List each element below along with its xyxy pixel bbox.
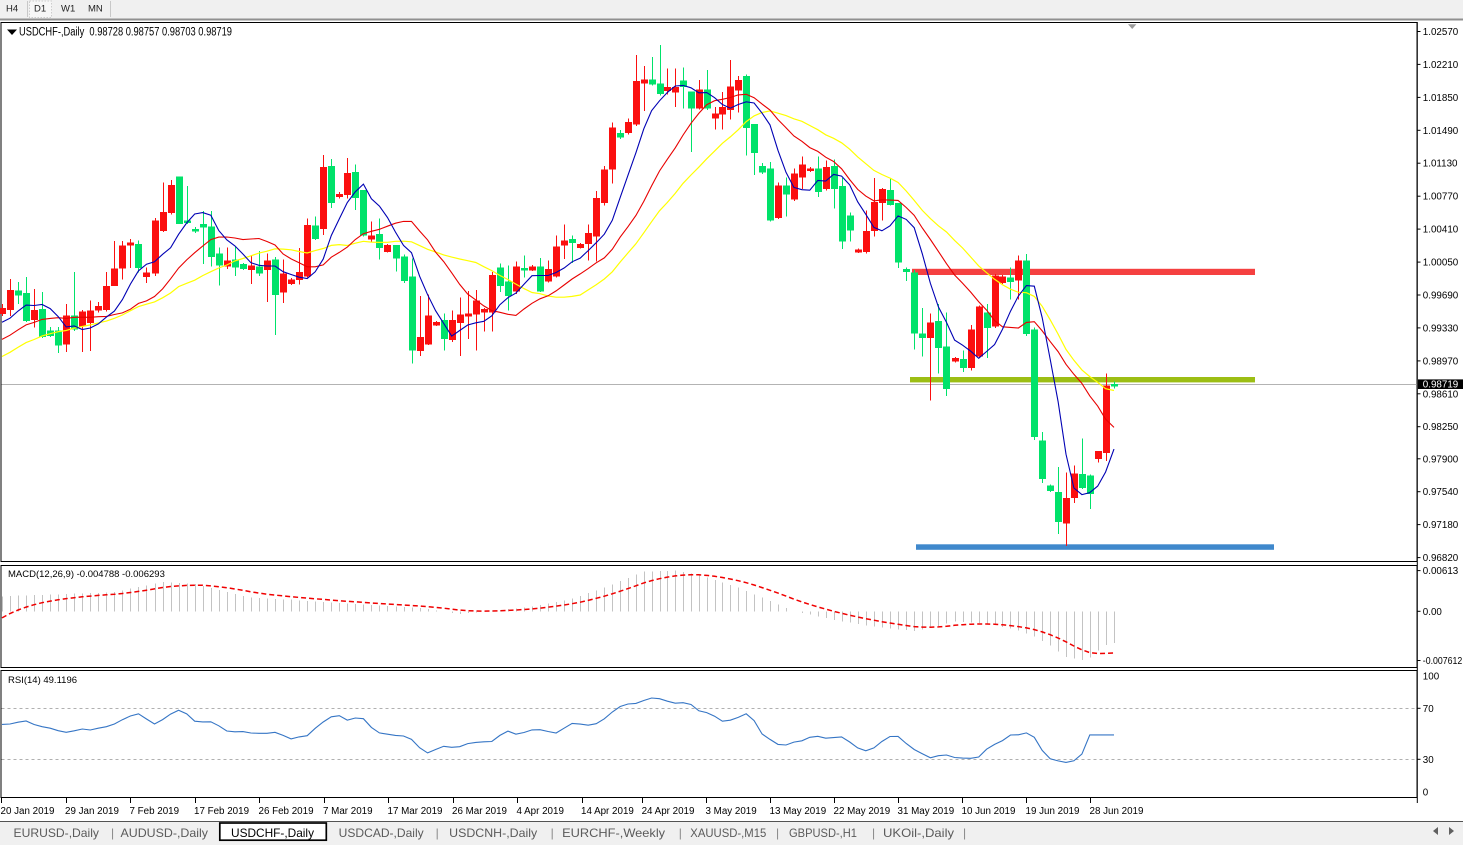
svg-text:0.97540: 0.97540 xyxy=(1423,487,1459,498)
svg-text:MN: MN xyxy=(88,4,103,15)
svg-text:|: | xyxy=(872,826,875,840)
svg-text:0.97900: 0.97900 xyxy=(1423,454,1459,465)
svg-text:26 Mar 2019: 26 Mar 2019 xyxy=(452,806,507,817)
svg-text:|: | xyxy=(776,826,779,840)
svg-text:GBPUSD-,H1: GBPUSD-,H1 xyxy=(789,826,857,840)
svg-text:0.98250: 0.98250 xyxy=(1423,422,1459,433)
svg-text:1.00410: 1.00410 xyxy=(1423,225,1459,236)
svg-text:USDCHF-,Daily 0.98728 0.98757: USDCHF-,Daily 0.98728 0.98757 0.98703 0.… xyxy=(19,27,232,39)
svg-text:14 Apr 2019: 14 Apr 2019 xyxy=(581,806,634,817)
svg-text:24 Apr 2019: 24 Apr 2019 xyxy=(642,806,695,817)
svg-text:XAUUSD-,M15: XAUUSD-,M15 xyxy=(690,826,766,840)
svg-text:20 Jan 2019: 20 Jan 2019 xyxy=(1,806,55,817)
svg-text:|: | xyxy=(436,826,439,840)
svg-text:1.00050: 1.00050 xyxy=(1423,258,1459,269)
svg-text:17 Mar 2019: 17 Mar 2019 xyxy=(388,806,443,817)
svg-text:70: 70 xyxy=(1423,704,1434,715)
svg-text:100: 100 xyxy=(1423,672,1440,683)
svg-text:1.01850: 1.01850 xyxy=(1423,93,1459,104)
svg-text:22 May 2019: 22 May 2019 xyxy=(834,806,891,817)
svg-text:7 Feb 2019: 7 Feb 2019 xyxy=(130,806,180,817)
svg-text:17 Feb 2019: 17 Feb 2019 xyxy=(194,806,249,817)
svg-text:0.99330: 0.99330 xyxy=(1423,323,1459,334)
svg-text:30: 30 xyxy=(1423,755,1434,766)
svg-text:0.98970: 0.98970 xyxy=(1423,356,1459,367)
svg-text:0.99690: 0.99690 xyxy=(1423,291,1459,302)
svg-text:1.00770: 1.00770 xyxy=(1423,192,1459,203)
svg-text:1.01490: 1.01490 xyxy=(1423,126,1459,137)
svg-text:|: | xyxy=(963,826,966,840)
svg-text:1.02570: 1.02570 xyxy=(1423,27,1459,38)
svg-text:0.98610: 0.98610 xyxy=(1423,389,1459,400)
svg-text:4 Apr 2019: 4 Apr 2019 xyxy=(517,806,564,817)
svg-text:H4: H4 xyxy=(6,4,18,15)
svg-text:1.02210: 1.02210 xyxy=(1423,60,1459,71)
svg-text:USDCNH-,Daily: USDCNH-,Daily xyxy=(449,826,537,840)
svg-text:26 Feb 2019: 26 Feb 2019 xyxy=(259,806,314,817)
svg-text:RSI(14) 49.1196: RSI(14) 49.1196 xyxy=(8,675,77,686)
svg-text:-0.007612: -0.007612 xyxy=(1423,656,1463,667)
svg-text:EURCHF-,Weekly: EURCHF-,Weekly xyxy=(562,826,665,840)
svg-text:UKOil-,Daily: UKOil-,Daily xyxy=(883,826,954,840)
svg-text:29 Jan 2019: 29 Jan 2019 xyxy=(65,806,119,817)
svg-text:MACD(12,26,9) -0.004788 -0.006: MACD(12,26,9) -0.004788 -0.006293 xyxy=(8,569,165,580)
svg-text:USDCAD-,Daily: USDCAD-,Daily xyxy=(339,826,424,840)
svg-text:D1: D1 xyxy=(34,4,46,15)
svg-text:0.00: 0.00 xyxy=(1423,607,1443,618)
svg-text:3 May 2019: 3 May 2019 xyxy=(706,806,757,817)
svg-text:13 May 2019: 13 May 2019 xyxy=(770,806,827,817)
svg-text:|: | xyxy=(111,826,114,840)
svg-text:0.97180: 0.97180 xyxy=(1423,520,1459,531)
svg-text:USDCHF-,Daily: USDCHF-,Daily xyxy=(231,826,314,840)
svg-text:10 Jun 2019: 10 Jun 2019 xyxy=(962,806,1016,817)
svg-text:AUDUSD-,Daily: AUDUSD-,Daily xyxy=(121,826,209,840)
svg-text:0.96820: 0.96820 xyxy=(1423,553,1459,564)
svg-text:0.00613: 0.00613 xyxy=(1423,566,1459,577)
svg-text:|: | xyxy=(679,826,682,840)
svg-text:31 May 2019: 31 May 2019 xyxy=(898,806,955,817)
svg-text:1.01130: 1.01130 xyxy=(1423,159,1458,170)
svg-text:7 Mar 2019: 7 Mar 2019 xyxy=(323,806,373,817)
svg-text:W1: W1 xyxy=(61,4,75,15)
svg-text:EURUSD-,Daily: EURUSD-,Daily xyxy=(14,826,100,840)
svg-text:0: 0 xyxy=(1423,788,1429,799)
svg-text:0.98719: 0.98719 xyxy=(1423,379,1458,390)
svg-text:|: | xyxy=(551,826,554,840)
svg-text:28 Jun 2019: 28 Jun 2019 xyxy=(1090,806,1144,817)
svg-text:19 Jun 2019: 19 Jun 2019 xyxy=(1026,806,1080,817)
